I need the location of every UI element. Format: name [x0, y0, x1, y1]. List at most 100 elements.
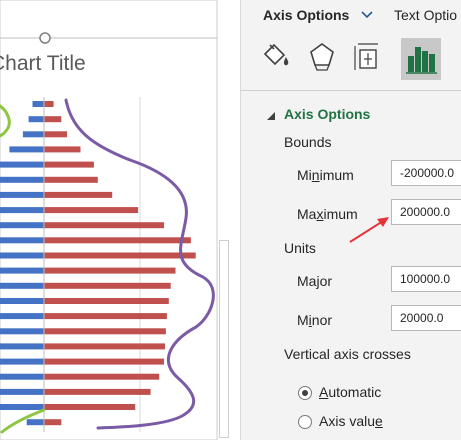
bar-blue[interactable] — [0, 282, 44, 289]
size-properties-icon — [354, 43, 378, 70]
axis-options-section-title[interactable]: Axis Options — [284, 106, 371, 122]
tab-axis-options[interactable]: Axis Options — [263, 7, 350, 23]
bar-blue[interactable] — [0, 191, 45, 198]
automatic-label-part: utomatic — [328, 384, 382, 400]
maximum-label-part: imum — [323, 206, 358, 222]
bar-blue[interactable] — [28, 116, 44, 123]
bar-red[interactable] — [44, 298, 169, 304]
divider — [241, 90, 461, 91]
annotation-arrow-icon — [349, 217, 389, 243]
size-properties-button[interactable] — [349, 38, 385, 78]
major-unit-input[interactable]: 100000.0 — [391, 266, 461, 292]
major-label: Major — [297, 273, 332, 289]
effects-button[interactable] — [304, 38, 340, 78]
bar-red[interactable] — [44, 161, 94, 168]
bar-red[interactable] — [44, 101, 54, 107]
axis-value-label-part: Axis valu — [319, 413, 376, 429]
bar-blue[interactable] — [0, 252, 45, 259]
maximum-label-access-key: x — [316, 206, 324, 222]
bar-blue[interactable] — [0, 161, 44, 168]
bar-blue[interactable] — [26, 419, 44, 426]
bar-red[interactable] — [44, 191, 113, 198]
bar-blue[interactable] — [0, 267, 45, 274]
bar-blue[interactable] — [22, 131, 44, 138]
bar-blue[interactable] — [0, 343, 45, 350]
maximum-label-part: Ma — [297, 206, 317, 222]
chart-resize-handle[interactable] — [39, 32, 51, 44]
bar-blue[interactable] — [0, 298, 44, 304]
vertical-axis-crosses-header: Vertical axis crosses — [284, 346, 411, 362]
maximum-label: Maximum — [297, 206, 358, 222]
tab-text-options[interactable]: Text Optio — [394, 7, 458, 23]
minimum-label-part: Mi — [297, 167, 312, 183]
purple-curve-annotation — [64, 98, 215, 430]
bar-blue[interactable] — [32, 101, 45, 107]
collapse-triangle-icon[interactable] — [266, 111, 276, 121]
bar-blue[interactable] — [9, 146, 44, 153]
axis-value-label-access-key: e — [375, 413, 383, 429]
bar-red[interactable] — [44, 404, 136, 410]
units-header: Units — [284, 240, 316, 256]
bar-red[interactable] — [44, 267, 176, 274]
bar-red[interactable] — [44, 252, 196, 259]
bar-red[interactable] — [44, 282, 171, 289]
bar-blue[interactable] — [0, 176, 45, 183]
bar-blue[interactable] — [0, 207, 44, 214]
major-label-part: or — [319, 273, 333, 289]
automatic-radio[interactable] — [298, 386, 312, 400]
automatic-label-access-key: A — [319, 384, 329, 400]
bar-blue[interactable] — [0, 404, 44, 410]
minor-label-access-key: i — [308, 312, 312, 328]
bar-blue[interactable] — [0, 222, 44, 229]
bar-red[interactable] — [44, 207, 139, 214]
bar-red[interactable] — [44, 237, 191, 244]
bar-series-group — [0, 101, 196, 426]
minimum-label-access-key: n — [311, 167, 320, 183]
bar-red[interactable] — [44, 343, 165, 350]
bar-blue[interactable] — [0, 388, 44, 395]
green-curve-annotation-bottom — [0, 408, 46, 434]
minor-unit-input[interactable]: 20000.0 — [391, 305, 461, 331]
bar-red[interactable] — [44, 176, 98, 183]
axis-value-label[interactable]: Axis value — [319, 413, 383, 429]
axis-options-button[interactable] — [401, 38, 441, 80]
bar-red[interactable] — [44, 373, 160, 380]
bar-red[interactable] — [44, 388, 151, 395]
bar-blue[interactable] — [0, 328, 45, 335]
major-label-part: Ma — [297, 273, 317, 289]
green-curve-annotation-top — [0, 104, 11, 138]
chart-title[interactable]: Chart Title — [0, 52, 86, 75]
axis-value-radio[interactable] — [298, 415, 312, 429]
fill-line-icon — [263, 43, 289, 66]
minor-label-part: nor — [311, 312, 333, 328]
bar-red[interactable] — [44, 131, 67, 138]
bar-red[interactable] — [44, 328, 166, 335]
bar-red[interactable] — [44, 419, 62, 426]
automatic-label[interactable]: Automatic — [319, 384, 381, 400]
bar-blue[interactable] — [0, 313, 44, 320]
minor-label: Minor — [297, 312, 332, 328]
bar-red[interactable] — [44, 222, 164, 229]
major-label-access-key: j — [316, 273, 320, 289]
effects-icon — [310, 43, 334, 71]
bounds-header: Bounds — [284, 134, 332, 150]
chart-area[interactable]: Chart Title — [0, 0, 232, 440]
chart-scrollbar[interactable] — [219, 240, 229, 438]
fill-line-button[interactable] — [259, 38, 295, 78]
bar-blue[interactable] — [0, 373, 44, 380]
minimum-label-part: imum — [319, 167, 354, 183]
bar-red[interactable] — [44, 116, 62, 123]
bar-blue[interactable] — [0, 237, 44, 244]
chevron-down-icon[interactable] — [360, 9, 374, 21]
bar-red[interactable] — [44, 146, 81, 153]
chart-border — [0, 0, 218, 440]
minor-label-part: M — [297, 312, 309, 328]
maximum-bound-input[interactable]: 200000.0 — [391, 199, 461, 225]
axis-options-icon — [406, 47, 437, 74]
chart-canvas[interactable]: Chart Title — [0, 0, 232, 440]
bar-blue[interactable] — [0, 358, 44, 365]
bar-red[interactable] — [44, 358, 164, 365]
minimum-bound-input[interactable]: -200000.0 — [391, 160, 461, 186]
minimum-label: Minimum — [297, 167, 354, 183]
bar-red[interactable] — [44, 313, 167, 320]
